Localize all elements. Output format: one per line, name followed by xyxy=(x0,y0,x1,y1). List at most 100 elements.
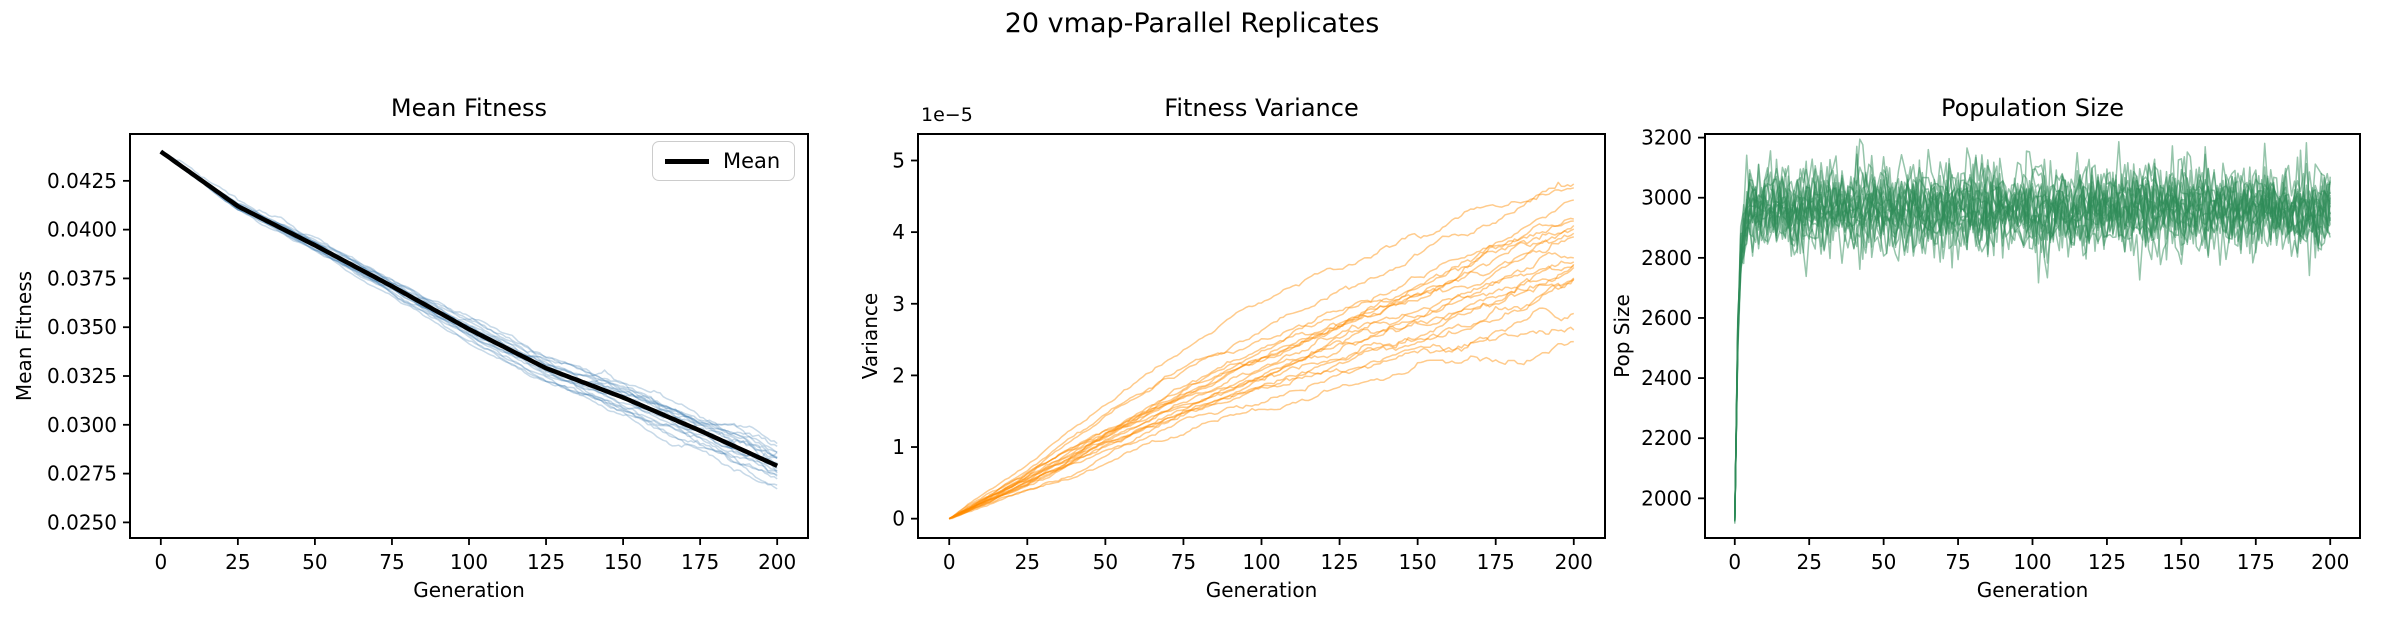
y-tick-label: 2600 xyxy=(1641,306,1692,330)
replicate-line xyxy=(948,251,1574,520)
y-tick-label: 0.0400 xyxy=(47,218,117,242)
replicate-line xyxy=(160,151,778,445)
y-axis-offset-text: 1e−5 xyxy=(921,104,973,126)
replicate-line xyxy=(948,326,1575,520)
replicate-line xyxy=(949,307,1575,520)
y-tick-label: 3 xyxy=(892,292,905,316)
replicate-line xyxy=(948,264,1575,520)
y-tick-label: 0.0325 xyxy=(47,364,117,388)
replicate-line xyxy=(1734,162,2331,520)
x-tick-label: 50 xyxy=(1093,550,1118,574)
x-tick-label: 25 xyxy=(1796,550,1821,574)
y-axis-label-pop-size: Pop Size xyxy=(1610,294,1634,378)
x-tick-label: 125 xyxy=(527,550,565,574)
replicate-line xyxy=(160,150,778,454)
y-tick-label: 0 xyxy=(892,507,905,531)
y-tick-label: 1 xyxy=(892,435,905,459)
x-tick-label: 100 xyxy=(1242,550,1280,574)
replicate-line xyxy=(948,224,1575,520)
subplot-axes-group: 0 25 50 75 100 125 150 175 200 0 1 2 3 4 5 xyxy=(892,133,1606,574)
replicate-line xyxy=(948,181,1575,520)
replicate-line xyxy=(160,150,778,459)
y-tick-label: 2200 xyxy=(1641,426,1692,450)
figure-title: 20 vmap-Parallel Replicates xyxy=(1004,8,1380,39)
x-tick-label: 125 xyxy=(2088,550,2126,574)
replicate-line xyxy=(948,260,1575,520)
x-tick-label: 175 xyxy=(2237,550,2275,574)
replicate-line xyxy=(948,220,1574,520)
x-tick-label: 25 xyxy=(225,550,250,574)
legend-line-swatch xyxy=(665,158,709,164)
mean-line xyxy=(159,149,779,468)
replicate-line xyxy=(948,263,1575,520)
y-tick-label: 0.0375 xyxy=(47,266,117,290)
axes-frame xyxy=(917,133,1606,539)
replicate-line xyxy=(948,279,1575,520)
x-tick-label: 50 xyxy=(302,550,327,574)
subplot-axes-group: 0 25 50 75 100 125 150 175 200 0.0250 0.0275 0.0300… xyxy=(47,133,809,574)
x-tick-label: 200 xyxy=(2311,550,2349,574)
replicate-line xyxy=(160,150,778,459)
y-tick-label: 2400 xyxy=(1641,366,1692,390)
x-tick-label: 75 xyxy=(1171,550,1196,574)
legend: Mean xyxy=(652,141,796,181)
x-tick-label: 0 xyxy=(154,550,167,574)
replicate-line xyxy=(1734,140,2331,520)
x-tick-label: 150 xyxy=(604,550,642,574)
replicate-line xyxy=(160,150,778,447)
y-tick-label: 0.0300 xyxy=(47,413,117,437)
y-tick-label: 0.0250 xyxy=(47,510,117,534)
x-tick-label: 50 xyxy=(1871,550,1896,574)
y-axis-label-mean-fitness: Mean Fitness xyxy=(12,270,36,402)
replicate-line xyxy=(160,151,778,458)
y-tick-label: 2000 xyxy=(1641,486,1692,510)
subplot-axes-group: 0 25 50 75 100 125 150 175 200 2000 2200 2400 2600 28… xyxy=(1641,126,2361,574)
replicate-line xyxy=(160,151,778,476)
x-tick-label: 200 xyxy=(1555,550,1593,574)
x-tick-label: 25 xyxy=(1015,550,1040,574)
y-tick-label: 2800 xyxy=(1641,246,1692,270)
subplot-population-size-title: Population Size xyxy=(1941,94,2124,122)
x-tick-label: 0 xyxy=(1728,550,1741,574)
subplot-mean-fitness-title: Mean Fitness xyxy=(390,94,548,122)
legend-label: Mean xyxy=(723,149,781,173)
replicate-lines xyxy=(948,181,1575,520)
replicate-line xyxy=(160,151,778,486)
x-tick-label: 200 xyxy=(758,550,796,574)
y-tick-label: 4 xyxy=(892,220,905,244)
replicate-line xyxy=(948,228,1575,520)
replicate-line xyxy=(948,217,1574,520)
replicate-line xyxy=(160,151,778,460)
y-tick-label: 3000 xyxy=(1641,186,1692,210)
x-axis-label-generation-1: Generation xyxy=(413,578,525,602)
y-axis-label-variance: Variance xyxy=(858,292,882,380)
replicate-line xyxy=(948,187,1575,520)
x-tick-label: 75 xyxy=(1945,550,1970,574)
y-tick-label: 0.0350 xyxy=(47,315,117,339)
subplot-fitness-variance-title: Fitness Variance xyxy=(1164,94,1359,122)
x-tick-label: 0 xyxy=(943,550,956,574)
axes-frame xyxy=(129,133,809,539)
y-tick-label: 0.0425 xyxy=(47,169,117,193)
x-axis-label-generation-3: Generation xyxy=(1976,578,2089,602)
replicate-line xyxy=(948,266,1575,520)
x-tick-label: 100 xyxy=(450,550,488,574)
x-axis-label-generation-2: Generation xyxy=(1205,578,1318,602)
replicate-line xyxy=(948,199,1574,520)
replicate-lines xyxy=(1734,138,2331,524)
replicate-lines xyxy=(160,150,778,490)
replicate-line xyxy=(948,236,1574,520)
x-tick-label: 75 xyxy=(379,550,404,574)
y-tick-label: 2 xyxy=(892,363,905,387)
x-tick-label: 150 xyxy=(2162,550,2200,574)
replicate-line xyxy=(948,278,1575,520)
axes-frame xyxy=(1704,133,2361,539)
x-tick-label: 175 xyxy=(681,550,719,574)
replicate-line xyxy=(948,277,1575,520)
replicate-line xyxy=(948,232,1575,520)
x-tick-label: 125 xyxy=(1320,550,1358,574)
x-tick-label: 150 xyxy=(1399,550,1437,574)
x-tick-label: 175 xyxy=(1477,550,1515,574)
